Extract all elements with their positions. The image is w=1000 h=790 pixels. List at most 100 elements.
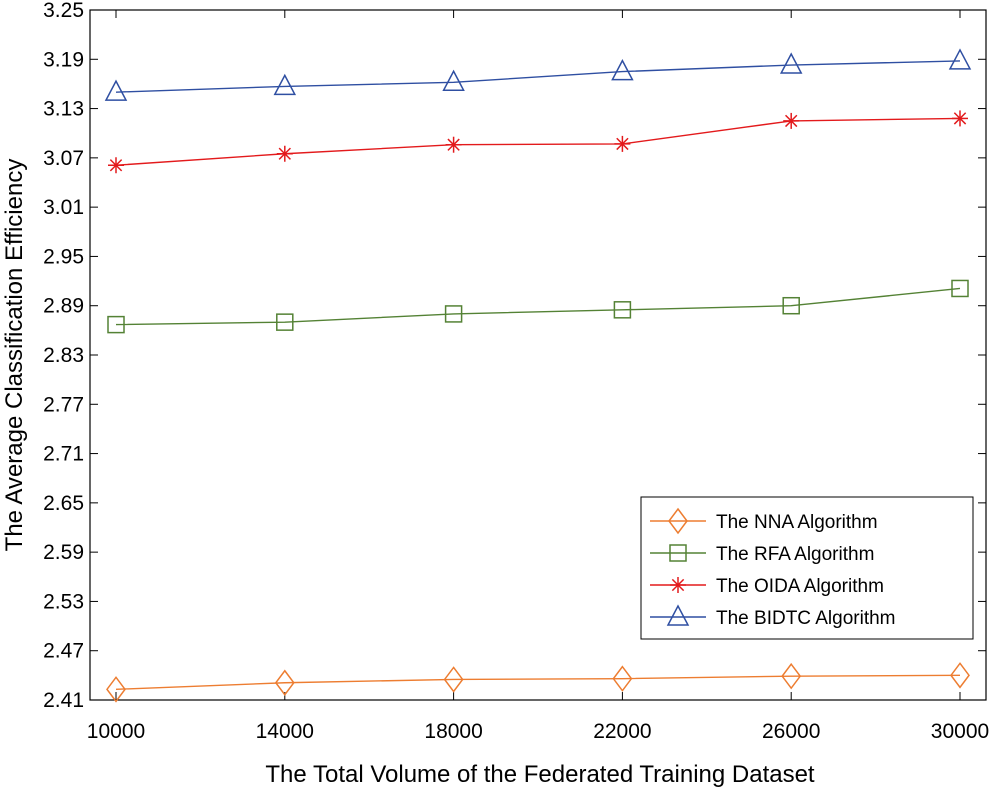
legend: The NNA Algorithm The RFA Algorithm The OI… bbox=[640, 496, 974, 640]
legend-label: The NNA Algorithm bbox=[716, 512, 878, 533]
legend-item-bidtc: The BIDTC Algorithm bbox=[650, 604, 896, 629]
x-axis-label: The Total Volume of the Federated Traini… bbox=[265, 761, 815, 788]
diamond-marker-shape bbox=[274, 669, 295, 696]
y-tick-label: 3.07 bbox=[43, 147, 84, 170]
series-line-bidtc bbox=[115, 60, 961, 93]
y-tick-label: 2.71 bbox=[43, 443, 84, 466]
data-point-oida bbox=[952, 110, 968, 127]
y-tick-label: 3.13 bbox=[43, 98, 84, 121]
square-marker-shape bbox=[613, 301, 632, 319]
legend-marker-asterisk bbox=[670, 577, 686, 593]
triangle-marker-shape bbox=[104, 79, 128, 101]
y-tick-label: 2.41 bbox=[43, 689, 84, 712]
diamond-marker-shape bbox=[443, 666, 464, 693]
y-tick-label: 3.25 bbox=[43, 0, 84, 22]
square-marker-shape bbox=[444, 305, 463, 323]
y-tick-label: 3.19 bbox=[43, 48, 84, 71]
series-line-rfa bbox=[115, 287, 961, 326]
data-point-rfa bbox=[613, 301, 632, 319]
data-point-nna bbox=[950, 662, 970, 689]
asterisk-stroke bbox=[616, 137, 629, 151]
y-tick-label: 2.53 bbox=[43, 590, 84, 613]
triangle-marker-shape bbox=[273, 73, 297, 96]
data-point-rfa bbox=[444, 305, 463, 323]
data-point-nna bbox=[443, 666, 464, 693]
data-point-nna bbox=[612, 665, 633, 692]
series-layer bbox=[104, 48, 972, 703]
data-point-oida bbox=[783, 112, 800, 129]
y-tick-label: 2.95 bbox=[43, 245, 84, 268]
data-point-rfa bbox=[107, 315, 125, 334]
series-oida bbox=[108, 110, 968, 174]
square-marker-shape bbox=[951, 279, 969, 298]
triangle-marker-shape bbox=[611, 58, 634, 81]
data-point-bidtc bbox=[779, 52, 803, 74]
data-point-rfa bbox=[782, 296, 800, 315]
data-point-oida bbox=[276, 145, 293, 162]
series-bidtc bbox=[104, 48, 972, 101]
square-marker-shape bbox=[782, 296, 800, 315]
legend-marker-square bbox=[669, 544, 687, 562]
triangle-marker-shape bbox=[948, 48, 972, 70]
series-line-oida bbox=[115, 117, 961, 166]
legend-item-rfa: The RFA Algorithm bbox=[650, 544, 874, 565]
data-point-oida bbox=[445, 136, 462, 153]
data-point-bidtc bbox=[442, 69, 465, 92]
data-point-bidtc bbox=[611, 58, 634, 81]
legend-items: The NNA Algorithm The RFA Algorithm The OI… bbox=[650, 507, 896, 629]
asterisk-stroke bbox=[447, 138, 460, 151]
diamond-marker-shape bbox=[106, 676, 126, 703]
x-tick-label: 10000 bbox=[87, 720, 145, 743]
square-marker-shape bbox=[276, 313, 294, 331]
data-point-bidtc bbox=[104, 79, 128, 101]
diamond-marker-shape bbox=[668, 507, 688, 535]
x-tick-label: 26000 bbox=[762, 720, 820, 743]
data-point-bidtc bbox=[948, 48, 972, 70]
asterisk-stroke bbox=[953, 112, 967, 125]
asterisk-stroke bbox=[278, 147, 291, 160]
y-tick-label: 2.59 bbox=[43, 541, 84, 564]
legend-label: The BIDTC Algorithm bbox=[716, 608, 896, 629]
diamond-marker-shape bbox=[781, 662, 802, 690]
y-axis: 2.41 2.47 2.53 2.59 2.65 2.71 2.77 2.83 2.89 2.95… bbox=[43, 0, 986, 712]
asterisk-stroke bbox=[109, 159, 123, 172]
asterisk-stroke bbox=[671, 578, 685, 592]
series-line-nna bbox=[115, 674, 961, 691]
series-nna bbox=[106, 662, 970, 703]
triangle-marker-shape bbox=[666, 604, 690, 626]
x-tick-label: 18000 bbox=[424, 720, 482, 743]
diamond-marker-shape bbox=[950, 662, 970, 689]
y-tick-label: 2.65 bbox=[43, 492, 84, 515]
x-tick-label: 22000 bbox=[593, 720, 651, 743]
y-tick-label: 2.83 bbox=[43, 344, 84, 367]
legend-marker-triangle bbox=[666, 604, 690, 626]
y-tick-label: 3.01 bbox=[43, 196, 84, 219]
data-point-nna bbox=[781, 662, 802, 690]
legend-label: The RFA Algorithm bbox=[716, 544, 874, 565]
square-marker-shape bbox=[107, 315, 125, 334]
diamond-marker-shape bbox=[612, 665, 633, 692]
data-point-nna bbox=[106, 676, 126, 703]
data-point-rfa bbox=[951, 279, 969, 298]
x-tick-label: 30000 bbox=[931, 720, 989, 743]
data-point-oida bbox=[108, 157, 124, 174]
square-marker-shape bbox=[669, 544, 687, 562]
legend-item-oida: The OIDA Algorithm bbox=[650, 576, 884, 597]
triangle-marker-shape bbox=[779, 52, 803, 74]
data-point-oida bbox=[614, 135, 631, 152]
y-tick-label: 2.47 bbox=[43, 640, 84, 663]
x-tick-label: 14000 bbox=[256, 720, 314, 743]
data-point-bidtc bbox=[273, 73, 297, 96]
legend-label: The OIDA Algorithm bbox=[716, 576, 884, 597]
y-tick-label: 2.89 bbox=[43, 295, 84, 318]
data-point-nna bbox=[274, 669, 295, 696]
data-point-rfa bbox=[276, 313, 294, 331]
legend-item-nna: The NNA Algorithm bbox=[650, 507, 878, 535]
triangle-marker-shape bbox=[442, 69, 465, 92]
series-rfa bbox=[107, 279, 969, 334]
x-axis: 10000 14000 18000 22000 26000 30000 bbox=[87, 10, 989, 743]
y-axis-label: The Average Classification Efficiency bbox=[1, 159, 28, 552]
legend-marker-diamond bbox=[668, 507, 688, 535]
y-tick-label: 2.77 bbox=[43, 393, 84, 416]
